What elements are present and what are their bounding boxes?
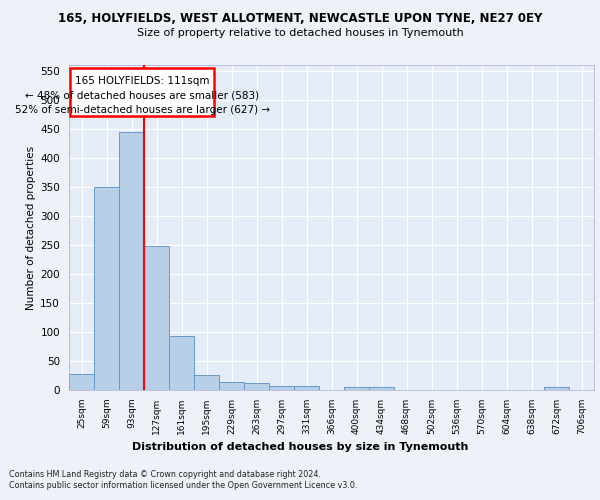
Text: 52% of semi-detached houses are larger (627) →: 52% of semi-detached houses are larger (… bbox=[14, 105, 269, 115]
Bar bbox=[94, 187, 119, 390]
Bar bbox=[169, 336, 194, 390]
Text: Contains public sector information licensed under the Open Government Licence v3: Contains public sector information licen… bbox=[9, 481, 358, 490]
Text: 165 HOLYFIELDS: 111sqm: 165 HOLYFIELDS: 111sqm bbox=[75, 76, 209, 86]
Bar bbox=[144, 246, 169, 390]
Bar bbox=[119, 132, 144, 390]
Text: Contains HM Land Registry data © Crown copyright and database right 2024.: Contains HM Land Registry data © Crown c… bbox=[9, 470, 321, 479]
Bar bbox=[344, 386, 369, 390]
Y-axis label: Number of detached properties: Number of detached properties bbox=[26, 146, 36, 310]
Bar bbox=[194, 376, 219, 390]
Bar bbox=[244, 383, 269, 390]
Text: 165, HOLYFIELDS, WEST ALLOTMENT, NEWCASTLE UPON TYNE, NE27 0EY: 165, HOLYFIELDS, WEST ALLOTMENT, NEWCAST… bbox=[58, 12, 542, 26]
Bar bbox=[69, 374, 94, 390]
Text: Distribution of detached houses by size in Tynemouth: Distribution of detached houses by size … bbox=[132, 442, 468, 452]
Bar bbox=[544, 387, 569, 390]
Bar bbox=[269, 386, 294, 390]
Text: ← 48% of detached houses are smaller (583): ← 48% of detached houses are smaller (58… bbox=[25, 90, 259, 101]
Bar bbox=[70, 68, 214, 116]
Bar bbox=[294, 386, 319, 390]
Bar bbox=[369, 387, 394, 390]
Bar bbox=[219, 382, 244, 390]
Text: Size of property relative to detached houses in Tynemouth: Size of property relative to detached ho… bbox=[137, 28, 463, 38]
